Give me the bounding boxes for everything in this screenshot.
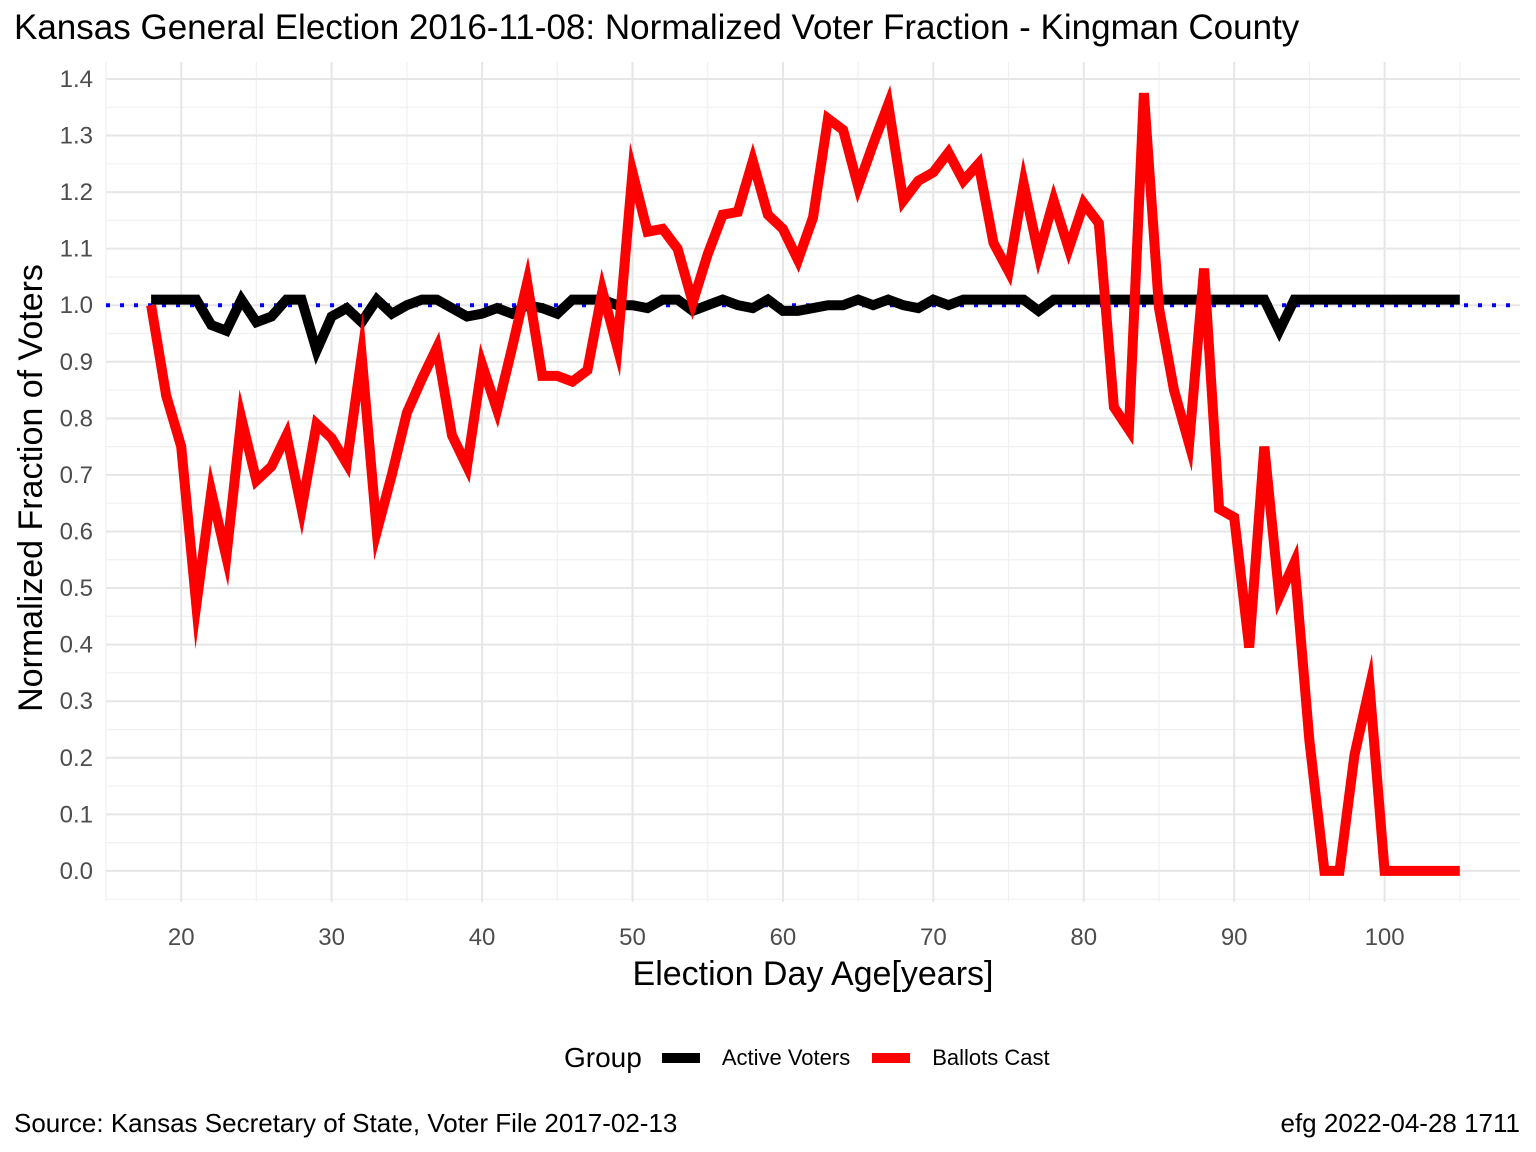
x-tick-label: 60: [770, 924, 797, 951]
source-caption: Source: Kansas Secretary of State, Voter…: [14, 1108, 678, 1138]
series-line-active-voters: [151, 289, 1460, 366]
legend-swatch-ballots-cast: [872, 1053, 911, 1063]
y-tick-label: 1.0: [60, 292, 93, 319]
series-line-ballots-cast: [146, 84, 1460, 876]
y-axis-ticks: 0.0 0.1 0.2 0.3 0.4 0.5 0.6 0.7 0.8 0.9 1.0 1.1 1.2 1…: [60, 66, 93, 885]
x-tick-label: 90: [1221, 924, 1248, 951]
credit-caption: efg 2022-04-28 1711: [1280, 1108, 1521, 1138]
y-tick-label: 0.5: [60, 575, 93, 602]
x-tick-label: 100: [1365, 924, 1405, 951]
legend-item-ballots-cast: Ballots Cast: [872, 1045, 1050, 1071]
x-tick-label: 70: [920, 924, 947, 951]
y-tick-label: 1.1: [60, 236, 93, 263]
y-tick-label: 1.2: [60, 179, 93, 206]
x-tick-label: 40: [469, 924, 496, 951]
x-tick-label: 80: [1070, 924, 1097, 951]
series-layer: [146, 84, 1460, 876]
y-tick-label: 0.4: [60, 632, 93, 659]
x-tick-label: 20: [168, 924, 195, 951]
y-tick-label: 0.1: [60, 801, 93, 828]
x-tick-label: 30: [318, 924, 345, 951]
gridlines: [105, 62, 1520, 902]
x-tick-label: 50: [619, 924, 646, 951]
y-axis-title: Normalized Fraction of Voters: [12, 264, 50, 712]
chart-title: Kansas General Election 2016-11-08: Norm…: [14, 8, 1300, 47]
legend-label-active-voters: Active Voters: [721, 1045, 851, 1070]
x-axis-ticks: 20 30 40 50 60 70 80 90 100: [168, 924, 1405, 951]
legend: Group Active Voters Ballots Cast: [564, 1042, 1072, 1074]
legend-label-ballots-cast: Ballots Cast: [932, 1045, 1050, 1070]
y-tick-label: 1.4: [60, 66, 93, 93]
y-tick-label: 0.7: [60, 462, 93, 489]
legend-swatch-active-voters: [661, 1053, 700, 1063]
y-tick-label: 0.8: [60, 405, 93, 432]
y-tick-label: 0.0: [60, 858, 93, 885]
y-tick-label: 1.3: [60, 123, 93, 150]
legend-title: Group: [564, 1042, 642, 1073]
y-tick-label: 0.9: [60, 349, 93, 376]
y-tick-label: 0.2: [60, 745, 93, 772]
x-axis-title: Election Day Age[years]: [633, 955, 994, 993]
y-tick-label: 0.3: [60, 688, 93, 715]
y-tick-label: 0.6: [60, 518, 93, 545]
legend-item-active-voters: Active Voters: [661, 1045, 851, 1071]
